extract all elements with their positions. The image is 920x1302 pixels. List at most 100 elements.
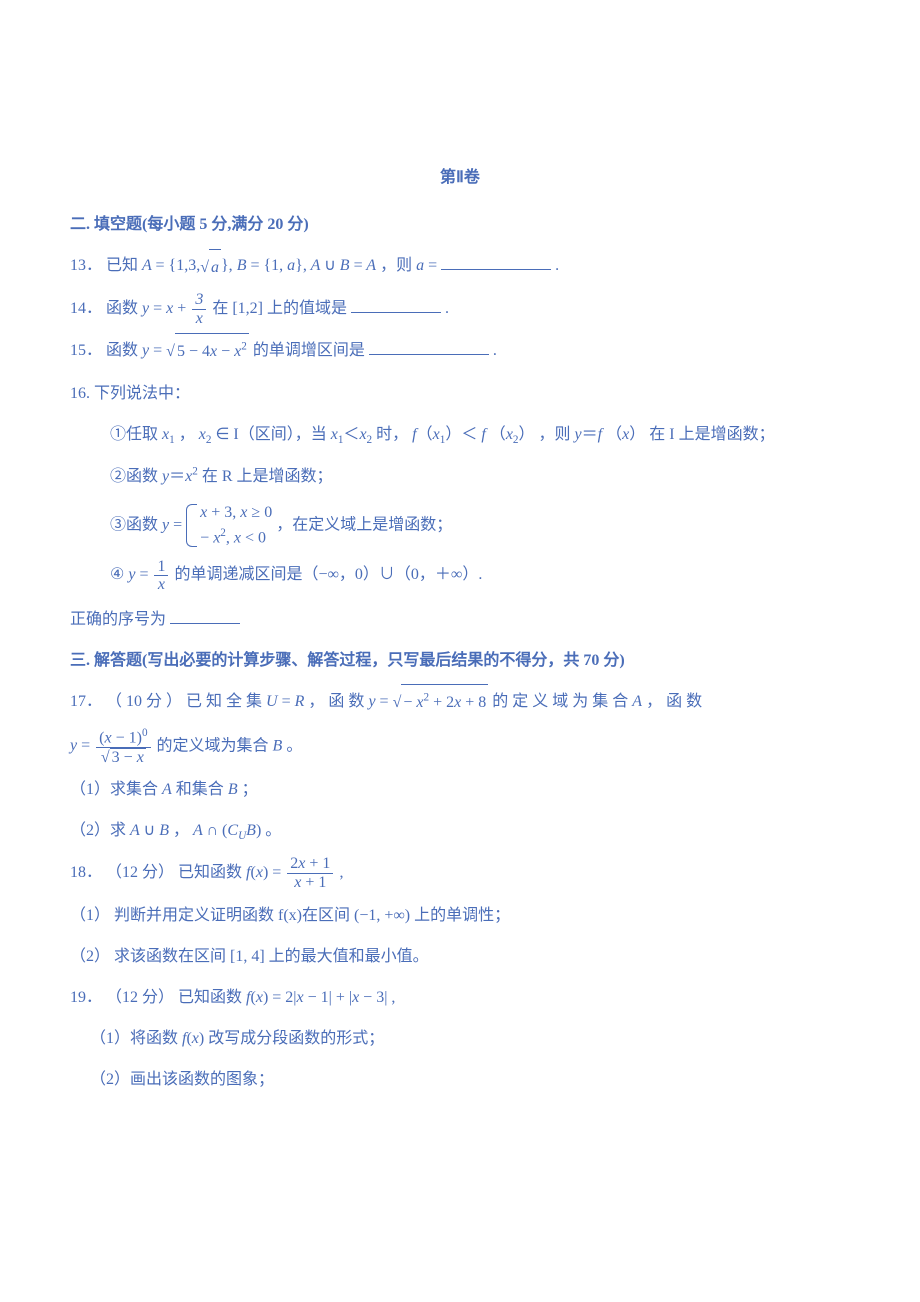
q16-s4-den: x bbox=[154, 576, 168, 594]
q14-frac-num: 3 bbox=[192, 291, 206, 310]
q16-answer-blank bbox=[170, 607, 240, 624]
q14-interval: [1,2] bbox=[232, 300, 263, 317]
q16-piece-2: − x2, x < 0 bbox=[200, 525, 272, 551]
q13-a-equals: a = bbox=[416, 257, 437, 274]
q18-pre: 已知函数 bbox=[178, 864, 246, 881]
q17-p2tail: 。 bbox=[265, 822, 281, 839]
q16-s4-num: 1 bbox=[154, 558, 168, 577]
q19-p1fx: f(x) bbox=[182, 1030, 204, 1047]
question-19: 19． （12 分） 已知函数 f(x) = 2|x − 1| + |x − 3… bbox=[70, 980, 850, 1015]
q17-acub: A ∩ (CUB) bbox=[193, 822, 261, 839]
q19-pre: 已知函数 bbox=[178, 989, 246, 1006]
q18-pts: （12 分） bbox=[106, 864, 174, 881]
q18-fx: f(x) = 2x + 1 x + 1 bbox=[246, 864, 339, 881]
q17-y2: y = (x − 1)0 √3 − x bbox=[70, 737, 157, 754]
q13-num: 13． bbox=[70, 257, 102, 274]
q16-s1h: ，则 bbox=[539, 426, 575, 443]
q16-piece-1: x + 3, x ≥ 0 bbox=[200, 500, 272, 526]
q16-statement-1: ①任取 x1 ， x2 ∈ I（区间），当 x1＜x2 时， f（x1）＜ f … bbox=[70, 417, 850, 453]
q17-p2: （2）求 bbox=[70, 822, 130, 839]
q16-s2a: ②函数 bbox=[110, 468, 162, 485]
q14-tail: . bbox=[445, 300, 449, 317]
q16-statement-3: ③函数 y = x + 3, x ≥ 0 − x2, x < 0 ，在定义域上是… bbox=[70, 500, 850, 552]
q14-mid: 在 bbox=[212, 300, 232, 317]
q18-p2-int: [1, 4] bbox=[230, 948, 265, 965]
q16-yx2: y＝x2 bbox=[162, 468, 198, 485]
q17-line2-tail: 。 bbox=[286, 737, 302, 754]
q16-s1a: ①任取 bbox=[110, 426, 162, 443]
q17-B: B bbox=[273, 737, 283, 754]
q19-p1tail: 改写成分段函数的形式； bbox=[208, 1030, 384, 1047]
section-2-header: 二. 填空题(每小题 5 分,满分 20 分) bbox=[70, 207, 850, 242]
q18-part1: （1） 判断并用定义证明函数 f(x)在区间 (−1, +∞) 上的单调性； bbox=[70, 898, 850, 933]
q16-answer-label: 正确的序号为 bbox=[70, 602, 850, 637]
q17-y1: y = √− x2 + 2x + 8 bbox=[368, 693, 492, 710]
q16-s1d: ∈ I（区间），当 bbox=[215, 426, 330, 443]
q17-post: 的 定 义 域 为 集 合 bbox=[492, 693, 632, 710]
q14-pre: 函数 bbox=[106, 300, 142, 317]
q18-p2: （2） 求该函数在区间 bbox=[70, 948, 226, 965]
q14-frac-den: x bbox=[192, 310, 206, 328]
q17-A: A bbox=[632, 693, 642, 710]
q17-line2-mid: 的定义域为集合 bbox=[157, 737, 273, 754]
question-16: 16. 下列说法中： bbox=[70, 376, 850, 411]
q17-part1: （1）求集合 A 和集合 B ； bbox=[70, 772, 850, 807]
q18-p2tail: 上的最大值和最小值。 bbox=[269, 948, 429, 965]
q19-p1: （1）将函数 bbox=[90, 1030, 182, 1047]
q14-expr: y = x + 3x bbox=[142, 300, 212, 317]
q17-p1mid: 和集合 bbox=[176, 781, 228, 798]
q15-expr: y = √5 − 4x − x2 bbox=[142, 342, 253, 359]
q18-tail: , bbox=[339, 864, 343, 881]
q16-x1: x1 bbox=[162, 426, 175, 443]
q19-p2: （2）画出该函数的图象； bbox=[90, 1071, 274, 1088]
q16-s3y: y = bbox=[162, 516, 186, 533]
q16-intro: 下列说法中： bbox=[94, 385, 190, 402]
q17-p1B: B bbox=[228, 781, 238, 798]
q15-blank bbox=[369, 338, 489, 355]
q18-p1: （1） 判断并用定义证明函数 f(x)在区间 bbox=[70, 907, 350, 924]
q17-part2: （2）求 A ∪ B ， A ∩ (CUB) 。 bbox=[70, 813, 850, 849]
q16-s4a: ④ bbox=[110, 566, 128, 583]
q18-part2: （2） 求该函数在区间 [1, 4] 上的最大值和最小值。 bbox=[70, 939, 850, 974]
q16-s2c: 在 R 上是增函数； bbox=[202, 468, 333, 485]
q16-s4y: y = 1x bbox=[128, 566, 174, 583]
q16-x2: x2 bbox=[199, 426, 212, 443]
q18-num: 18． bbox=[70, 864, 102, 881]
section-3-header: 三. 解答题(写出必要的计算步骤、解答过程，只写最后结果的不得分，共 70 分) bbox=[70, 643, 850, 678]
q15-post: 的单调增区间是 bbox=[253, 342, 365, 359]
q19-part2: （2）画出该函数的图象； bbox=[70, 1062, 850, 1097]
q17-aub: A ∪ B bbox=[130, 822, 169, 839]
q17-p1tail: ； bbox=[242, 781, 258, 798]
q19-part1: （1）将函数 f(x) 改写成分段函数的形式； bbox=[70, 1021, 850, 1056]
q18-p1tail: 上的单调性； bbox=[414, 907, 510, 924]
q16-s4b: 的单调递减区间是（−∞，0）∪（0，＋∞）. bbox=[174, 566, 482, 583]
question-13: 13． 已知 A = {1,3,√a}, B = {1, a}, A ∪ B =… bbox=[70, 248, 850, 284]
q13-tail: . bbox=[555, 257, 559, 274]
q16-s3a: ③函数 bbox=[110, 516, 162, 533]
q15-pre: 函数 bbox=[106, 342, 142, 359]
q13-post: ，则 bbox=[380, 257, 416, 274]
q19-num: 19． bbox=[70, 989, 102, 1006]
exam-page: 第Ⅱ卷 二. 填空题(每小题 5 分,满分 20 分) 13． 已知 A = {… bbox=[0, 0, 920, 1164]
q15-num: 15． bbox=[70, 342, 102, 359]
q17-pre: 已 知 全 集 bbox=[186, 693, 266, 710]
q18-p1-int: (−1, +∞) bbox=[354, 907, 410, 924]
q16-yfx: y＝f （x） bbox=[575, 426, 646, 443]
q17-num: 17． bbox=[70, 693, 102, 710]
q17-mid: ， 函 数 bbox=[308, 693, 368, 710]
q17-p2b: ， bbox=[173, 822, 193, 839]
q13-text-pre: 已知 bbox=[106, 257, 142, 274]
q16-fx1ltfx2: f（x1）＜ f （x2） bbox=[412, 426, 534, 443]
q16-answer-text: 正确的序号为 bbox=[70, 611, 166, 628]
q13-set-expr: A = {1,3,√a}, B = {1, a}, A ∪ B = A bbox=[142, 257, 376, 274]
q17-post2: ， 函 数 bbox=[646, 693, 702, 710]
q16-s1j: 在 I 上是增函数； bbox=[649, 426, 774, 443]
q18-frac-den: x + 1 bbox=[287, 874, 333, 892]
q16-x1ltx2: x1＜x2 bbox=[331, 426, 372, 443]
q19-pts: （12 分） bbox=[106, 989, 174, 1006]
q16-piecewise: x + 3, x ≥ 0 − x2, x < 0 bbox=[186, 500, 272, 552]
q15-tail: . bbox=[493, 342, 497, 359]
q14-blank bbox=[351, 296, 441, 313]
q16-s1f: 时， bbox=[376, 426, 408, 443]
q16-num: 16. bbox=[70, 385, 90, 402]
